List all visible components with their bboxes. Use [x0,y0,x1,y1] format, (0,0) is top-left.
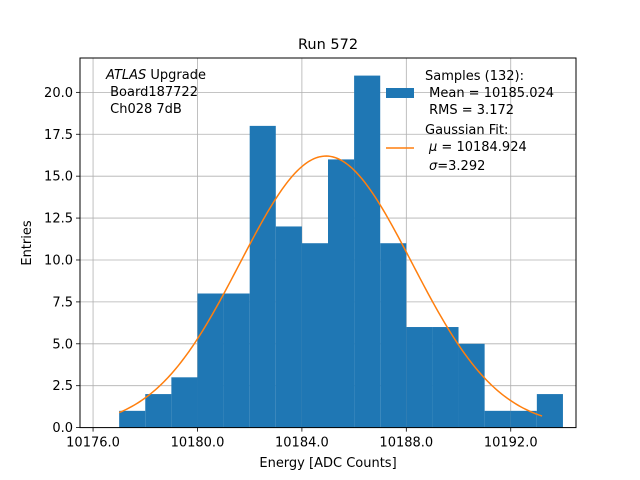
chart-title: Run 572 [298,37,358,53]
histogram-bar [484,410,511,428]
legend-fit-mu: μ = 10184.924 [428,140,527,155]
x-tick-label: 10188.0 [379,436,433,451]
y-axis-label: Entries [20,220,35,266]
histogram-bar [145,394,172,428]
histogram-bar [171,377,198,428]
annotation-channel: Ch028 7dB [106,102,182,117]
x-tick-label: 10180.0 [171,436,225,451]
histogram-bar [249,125,276,428]
legend-fit-sigma: σ=3.292 [429,159,485,174]
y-tick-label: 12.5 [44,212,73,227]
plot-frame [79,57,577,429]
atlas-annotation: ATLAS Upgrade Board187722 Ch028 7dB [105,68,206,117]
histogram-bars [119,75,563,428]
histogram-bar [301,243,328,428]
y-tick-label: 17.5 [44,128,73,143]
y-tick-label: 15.0 [44,170,73,185]
histogram-bar [510,410,537,428]
gaussian-fit [118,155,543,417]
y-tick-label: 0.0 [52,421,73,436]
y-tick-label: 10.0 [44,253,73,268]
annotation-board: Board187722 [106,85,198,100]
histogram-bar [536,394,563,428]
legend-fit-sigma-value: =3.292 [437,159,485,174]
legend-samples-mean: Mean = 10185.024 [425,86,554,101]
x-axis-ticks: 10176.0 10180.0 10184.0 10188.0 10192.0 [66,427,538,451]
histogram-bar [328,159,355,428]
histogram-bar [275,226,302,428]
histogram-bar [197,293,224,428]
legend: Samples (132): Mean = 10185.024 RMS = 3.… [386,69,554,174]
histogram-bar [223,293,250,428]
gaussian-fit-curve [118,155,543,417]
y-tick-label: 7.5 [52,295,73,310]
x-axis-label: Energy [ADC Counts] [259,456,396,471]
annotation-upgrade-text: Upgrade [146,68,206,83]
legend-samples-rms: RMS = 3.172 [425,103,514,118]
y-tick-label: 5.0 [52,337,73,352]
x-tick-label: 10176.0 [66,436,120,451]
y-tick-label: 2.5 [52,379,73,394]
histogram-bar [380,243,407,428]
histogram-bar [406,327,433,428]
y-axis-ticks: 0.0 2.5 5.0 7.5 10.0 12.5 15.0 17.5 20.0 [44,86,80,436]
legend-fit-title: Gaussian Fit: [425,123,508,138]
annotation-line-1: ATLAS Upgrade [105,68,206,83]
legend-fit-mu-value: = 10184.924 [437,140,526,155]
histogram-bar [354,75,381,428]
histogram-bar [432,327,459,428]
legend-samples-swatch [386,88,414,98]
x-tick-label: 10192.0 [484,436,538,451]
y-tick-label: 20.0 [44,86,73,101]
histogram-bar [458,343,485,428]
annotation-atlas-text: ATLAS [105,68,146,83]
legend-samples-title: Samples (132): [425,69,524,84]
histogram-bar [119,410,146,428]
x-tick-label: 10184.0 [275,436,329,451]
